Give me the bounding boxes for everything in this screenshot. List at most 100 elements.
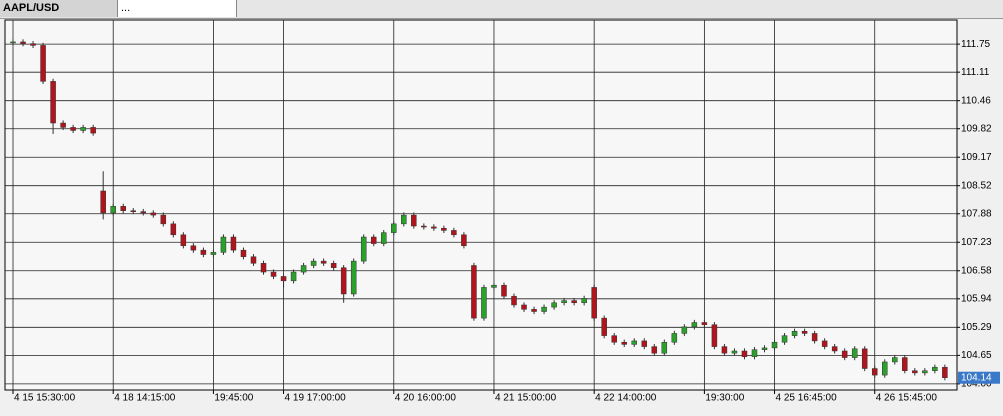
y-tick-label: 108.52 bbox=[961, 180, 992, 191]
x-tick-label: 4 18 14:15:00 bbox=[114, 393, 176, 404]
candle-body bbox=[150, 212, 157, 216]
candle-body bbox=[70, 127, 76, 131]
candle-body bbox=[90, 127, 96, 134]
y-tick-label: 106.58 bbox=[961, 265, 992, 276]
candle-body bbox=[611, 335, 617, 343]
candle-body bbox=[861, 348, 868, 369]
candle-body bbox=[110, 206, 116, 214]
candle-body bbox=[661, 341, 668, 354]
candle-body bbox=[431, 226, 437, 229]
y-tick-label: 104.00 bbox=[961, 379, 992, 390]
candle-body bbox=[50, 81, 56, 124]
candle-body bbox=[932, 366, 938, 371]
candle-body bbox=[731, 350, 738, 354]
candle-body bbox=[811, 333, 818, 342]
y-tick-label: 111.11 bbox=[961, 67, 990, 78]
candle-body bbox=[240, 249, 247, 257]
candle-body bbox=[441, 227, 447, 231]
candle-body bbox=[340, 267, 347, 295]
x-tick-label: 4 19 17:00:00 bbox=[285, 393, 347, 404]
candle-body bbox=[711, 324, 718, 347]
candle-body bbox=[581, 298, 587, 304]
y-tick-label: 105.29 bbox=[961, 322, 992, 333]
y-tick-label: 107.23 bbox=[961, 237, 992, 248]
y-tick-label: 104.65 bbox=[961, 350, 992, 361]
candle-body bbox=[771, 341, 778, 349]
candle-body bbox=[330, 263, 337, 268]
tab[interactable]: ... bbox=[118, 0, 237, 17]
candle-body bbox=[521, 304, 527, 310]
candle-body bbox=[20, 41, 26, 44]
y-tick-label: 105.94 bbox=[961, 293, 992, 304]
candle-body bbox=[701, 322, 708, 325]
candle-body bbox=[902, 357, 908, 371]
candle-body bbox=[130, 210, 136, 212]
candle-body bbox=[370, 236, 377, 244]
candle-body bbox=[741, 350, 748, 357]
candle-body bbox=[290, 271, 297, 282]
plot-area bbox=[4, 19, 958, 391]
candle-body bbox=[80, 127, 86, 131]
candle-body bbox=[10, 41, 16, 44]
candle-body bbox=[511, 295, 517, 306]
candle-body bbox=[501, 284, 507, 297]
candle-body bbox=[200, 249, 207, 255]
candle-body bbox=[100, 190, 106, 214]
tab[interactable]: AAPL/USD bbox=[0, 0, 118, 17]
candle-body bbox=[180, 234, 187, 247]
candle-body bbox=[922, 370, 928, 374]
candle-body bbox=[621, 341, 627, 345]
candle-body bbox=[451, 230, 457, 236]
x-tick-label: 19:45:00 bbox=[214, 393, 253, 404]
candle-body bbox=[551, 302, 557, 308]
candle-body bbox=[531, 309, 537, 312]
candle-body bbox=[851, 348, 858, 358]
candle-body bbox=[871, 368, 878, 376]
candle-body bbox=[942, 366, 948, 378]
y-tick-label: 109.17 bbox=[961, 152, 992, 163]
candle-body bbox=[140, 211, 147, 214]
candle-body bbox=[160, 214, 167, 225]
candle-body bbox=[591, 287, 597, 319]
candle-body bbox=[60, 122, 66, 128]
candle-body bbox=[631, 340, 637, 345]
candle-body bbox=[761, 347, 768, 350]
candle-body bbox=[190, 245, 197, 251]
candle-body bbox=[360, 236, 367, 262]
candle-body bbox=[751, 349, 758, 357]
candle-body bbox=[300, 265, 307, 273]
x-tick-label: 4 15 15:30:00 bbox=[14, 393, 76, 404]
candle-body bbox=[801, 331, 808, 334]
candle-body bbox=[671, 333, 678, 343]
x-tick-label: 19:30:00 bbox=[705, 393, 744, 404]
candle-body bbox=[791, 331, 798, 336]
candle-body bbox=[831, 346, 838, 352]
x-tick-label: 4 25 16:45:00 bbox=[776, 393, 838, 404]
candle-body bbox=[691, 322, 698, 328]
candle-body bbox=[230, 236, 237, 251]
candle-body bbox=[40, 45, 46, 82]
x-tick-label: 4 21 15:00:00 bbox=[495, 393, 557, 404]
candle-body bbox=[541, 306, 547, 312]
candle-body bbox=[882, 361, 888, 376]
candle-body bbox=[381, 232, 387, 244]
candle-body bbox=[350, 260, 357, 295]
candle-body bbox=[250, 256, 257, 264]
candle-body bbox=[310, 260, 317, 266]
candle-body bbox=[421, 225, 427, 228]
candle-body bbox=[912, 370, 918, 374]
candle-body bbox=[892, 357, 898, 363]
candle-body bbox=[210, 252, 217, 255]
y-tick-label: 111.75 bbox=[961, 39, 991, 50]
last-price-label: 104.14 bbox=[961, 372, 992, 383]
x-tick-label: 4 22 14:00:00 bbox=[595, 393, 657, 404]
candle-body bbox=[481, 287, 487, 319]
candle-body bbox=[641, 340, 648, 347]
candle-body bbox=[260, 263, 267, 273]
x-tick-label: 4 20 16:00:00 bbox=[395, 393, 457, 404]
candle-body bbox=[391, 223, 397, 233]
candle-body bbox=[571, 300, 577, 304]
candle-body bbox=[681, 326, 688, 334]
